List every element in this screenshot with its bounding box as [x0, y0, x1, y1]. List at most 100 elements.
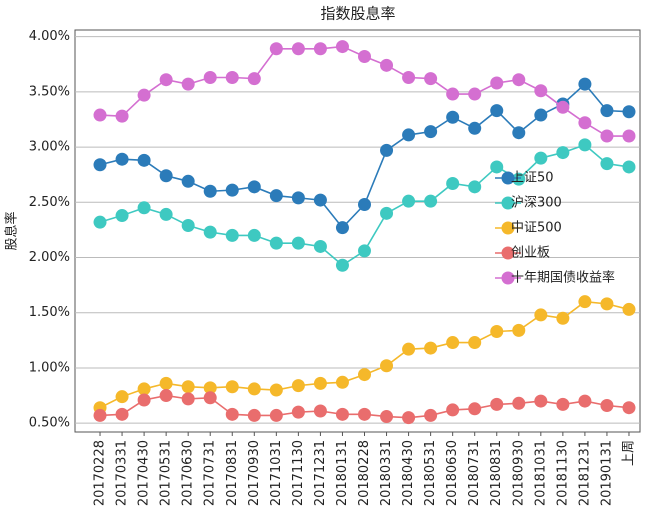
data-point — [490, 104, 504, 118]
data-point — [556, 146, 570, 160]
plot-frame — [74, 29, 641, 433]
x-tick-label: 20170228 — [93, 440, 108, 506]
data-point — [93, 408, 107, 422]
data-point — [181, 174, 195, 188]
data-point — [93, 108, 107, 122]
data-point — [335, 221, 349, 235]
data-point — [159, 169, 173, 183]
data-point — [490, 76, 504, 90]
legend-marker — [501, 221, 515, 235]
x-tick-label: 20170731 — [203, 440, 218, 506]
data-point — [622, 105, 636, 119]
data-point — [269, 42, 283, 56]
x-tick-label: 20180930 — [511, 440, 526, 506]
data-point — [622, 401, 636, 415]
data-point — [358, 197, 371, 211]
data-point — [424, 341, 438, 355]
data-point — [291, 379, 305, 393]
data-point — [137, 393, 151, 407]
x-tick-label: 20180831 — [489, 440, 504, 506]
legend-label: 十年期国债收益率 — [511, 270, 615, 286]
data-point — [181, 77, 195, 91]
x-tick-label: 20171231 — [313, 440, 328, 506]
data-point — [446, 336, 460, 350]
x-tick-label: 20180131 — [335, 440, 350, 506]
data-point — [534, 394, 548, 408]
chart-title: 指数股息率 — [320, 5, 395, 23]
data-point — [137, 88, 151, 102]
y-tick-label: 4.00% — [29, 29, 70, 44]
data-point — [622, 129, 636, 143]
data-point — [578, 394, 592, 408]
data-point — [556, 311, 570, 325]
data-point — [159, 389, 173, 403]
data-point — [93, 158, 107, 172]
data-point — [335, 407, 349, 421]
y-tick-label: 0.50% — [29, 416, 70, 431]
legend-marker — [501, 171, 515, 185]
data-point — [137, 153, 151, 167]
data-point — [159, 376, 173, 390]
data-point — [446, 403, 460, 417]
data-point — [269, 236, 283, 250]
data-point — [225, 228, 239, 242]
data-point — [380, 58, 394, 72]
data-point — [512, 396, 526, 410]
data-point — [468, 402, 482, 416]
data-point — [247, 408, 261, 422]
data-point — [313, 376, 327, 390]
data-point — [512, 73, 526, 87]
data-point — [578, 295, 592, 309]
y-tick-label: 3.50% — [29, 84, 70, 99]
data-point — [203, 184, 217, 198]
data-point — [600, 104, 614, 118]
data-point — [313, 239, 327, 253]
data-point — [600, 297, 614, 311]
data-point — [512, 323, 526, 337]
y-tick-label: 1.00% — [29, 360, 70, 375]
data-point — [291, 191, 305, 205]
data-point — [181, 380, 195, 394]
x-tick-label: 上周 — [621, 440, 636, 466]
data-point — [446, 177, 460, 191]
data-point — [291, 42, 305, 56]
data-point — [291, 405, 305, 419]
data-point — [225, 70, 239, 84]
data-point — [534, 308, 548, 322]
x-tick-label: 20170630 — [181, 440, 196, 506]
data-point — [358, 50, 371, 64]
data-point — [556, 397, 570, 411]
data-point — [446, 87, 460, 101]
data-point — [380, 143, 394, 157]
data-point — [137, 201, 151, 215]
y-tick-label: 2.50% — [29, 195, 70, 210]
x-tick-label: 20170831 — [225, 440, 240, 506]
data-point — [578, 77, 592, 91]
data-point — [424, 125, 438, 139]
x-tick-label: 20180731 — [467, 440, 482, 506]
data-point — [424, 72, 438, 86]
data-point — [181, 392, 195, 406]
data-point — [115, 209, 129, 223]
data-point — [468, 336, 482, 350]
data-point — [269, 189, 283, 203]
data-point — [424, 408, 438, 422]
y-tick-label: 2.00% — [29, 250, 70, 265]
data-point — [622, 160, 636, 174]
data-point — [358, 244, 371, 258]
data-point — [402, 342, 416, 356]
data-point — [313, 42, 327, 56]
data-point — [534, 151, 548, 165]
data-point — [181, 218, 195, 232]
y-tick-label: 1.50% — [29, 305, 70, 320]
data-point — [115, 152, 129, 166]
data-point — [534, 84, 548, 98]
data-point — [402, 70, 416, 84]
series-line — [99, 300, 630, 409]
data-point — [512, 126, 526, 140]
y-axis-label: 股息率 — [4, 211, 20, 250]
data-point — [446, 110, 460, 124]
data-point — [512, 172, 526, 186]
x-tick-label: 20181231 — [577, 440, 592, 506]
